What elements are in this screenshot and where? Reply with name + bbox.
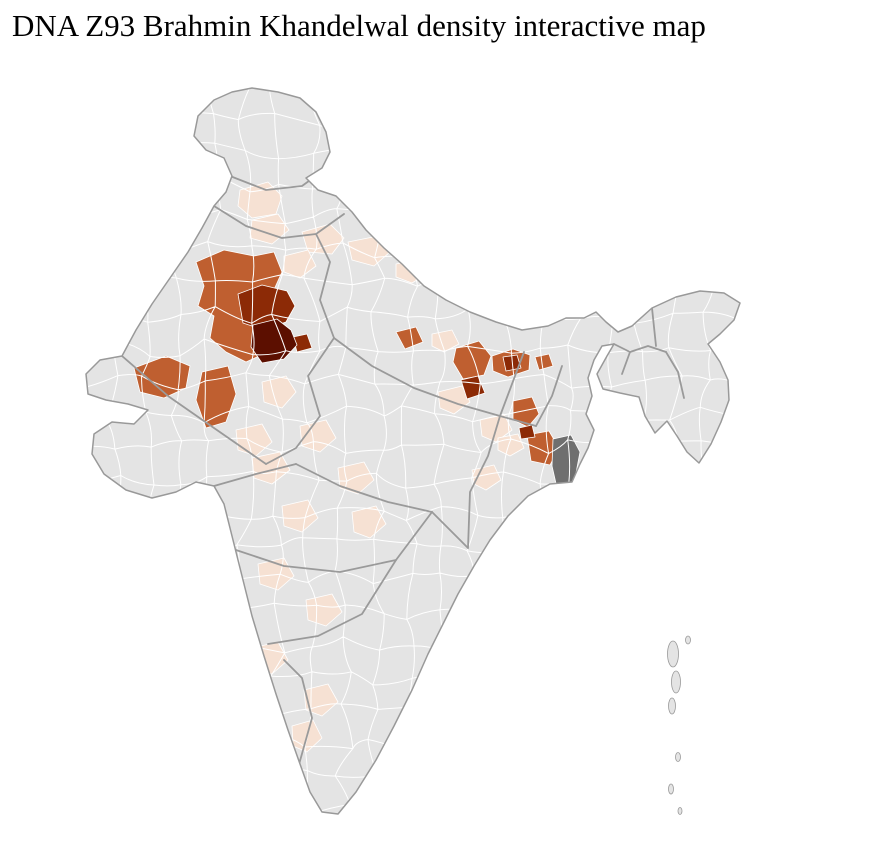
state-border-line xyxy=(213,205,345,239)
island[interactable] xyxy=(685,635,691,645)
state-border-line xyxy=(333,337,537,427)
district-density-medium[interactable] xyxy=(512,396,540,428)
district-density-low[interactable] xyxy=(471,464,502,491)
island[interactable] xyxy=(667,640,679,668)
state-border-line xyxy=(267,559,397,645)
district-density-low[interactable] xyxy=(235,423,273,457)
state-border-line xyxy=(213,463,297,487)
state-border-line xyxy=(621,351,631,375)
state-border-line xyxy=(467,415,501,549)
state-border-line xyxy=(295,463,433,513)
page-title: DNA Z93 Brahmin Khandelwal density inter… xyxy=(12,8,706,43)
district-density-medium[interactable] xyxy=(452,340,492,380)
island[interactable] xyxy=(668,697,676,715)
district-density-low[interactable] xyxy=(337,461,375,495)
state-border-line xyxy=(431,511,469,549)
state-border-line xyxy=(613,343,667,353)
state-border-line xyxy=(121,355,267,465)
district-density-low[interactable] xyxy=(281,499,319,533)
district-density-medium[interactable] xyxy=(534,353,554,371)
state-border-line xyxy=(265,337,335,465)
island[interactable] xyxy=(675,752,681,762)
state-border-line xyxy=(535,365,563,427)
state-border-line xyxy=(499,351,525,417)
district-density-low[interactable] xyxy=(351,505,387,539)
state-border-line xyxy=(665,351,685,399)
district-density-medium[interactable] xyxy=(395,326,424,350)
state-border-line xyxy=(229,511,433,573)
island[interactable] xyxy=(671,670,681,694)
state-border-line xyxy=(651,307,657,347)
district-density-low[interactable] xyxy=(283,249,317,279)
district-density-low[interactable] xyxy=(437,385,471,415)
district-density-low[interactable] xyxy=(305,593,343,627)
district-density-high[interactable] xyxy=(518,424,536,440)
island[interactable] xyxy=(677,807,683,815)
district-density-low[interactable] xyxy=(497,433,525,457)
andaman-nicobar-islands[interactable] xyxy=(667,635,691,815)
island[interactable] xyxy=(668,783,674,795)
district-urban-gray[interactable] xyxy=(551,434,581,494)
state-border-line xyxy=(283,659,313,769)
state-border-line xyxy=(315,233,335,339)
india-outline xyxy=(85,87,741,815)
india-landmass[interactable] xyxy=(86,88,740,814)
state-borders xyxy=(121,169,685,769)
